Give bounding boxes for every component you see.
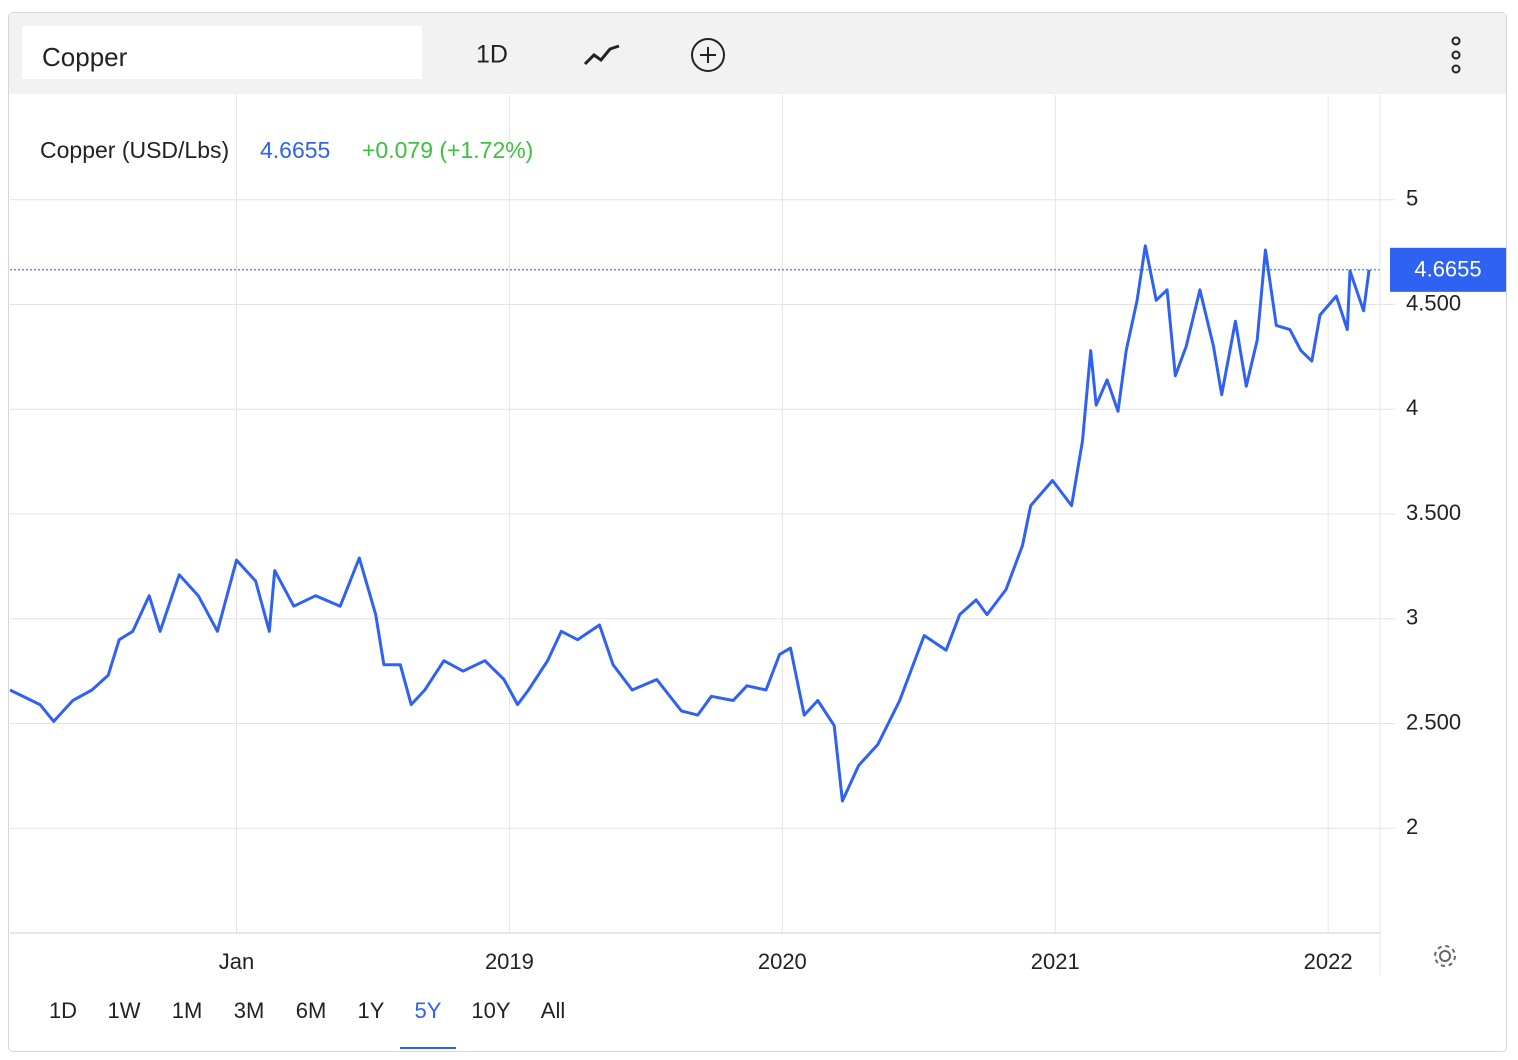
y-tick-label: 5 [1406,186,1418,211]
last-value: 4.6655 [260,137,330,163]
range-button[interactable]: 1Y [358,998,385,1023]
menu-icon[interactable] [1451,36,1461,74]
search-box[interactable] [22,26,422,79]
range-button[interactable]: 3M [234,998,265,1023]
x-tick-label: 2021 [1031,949,1080,974]
x-tick-label: 2022 [1304,949,1353,974]
last-price-badge [1390,247,1506,292]
range-button[interactable]: 1D [49,998,77,1023]
y-tick-label: 3 [1406,605,1418,630]
add-indicator-icon[interactable] [691,38,725,72]
search-text: Copper [42,42,128,72]
y-tick-label: 2 [1406,814,1418,839]
range-button[interactable]: 6M [296,998,327,1023]
range-button[interactable]: 10Y [471,998,510,1023]
change: +0.079 (+1.72%) [362,137,533,163]
x-tick-label: 2019 [485,949,534,974]
range-button[interactable]: All [541,998,565,1023]
price-line [9,244,1371,803]
interval-button[interactable]: 1D [476,41,508,69]
x-tick-label: Jan [219,949,254,974]
y-tick-label: 3.500 [1406,500,1461,525]
plot-area: 2 2.500 3 3.500 4 4.500 5 Jan 2019 2020 2021 2022 4.… [9,95,1506,974]
y-tick-label: 4 [1406,395,1418,420]
y-tick-label: 4.500 [1406,290,1461,315]
chart-title: Copper (USD/Lbs) [40,137,229,163]
widget-frame [8,12,1507,1052]
range-button[interactable]: 1M [172,998,203,1023]
range-selector: 1D 1W 1M 3M 6M 1Y 5Y 10Y All [49,998,565,1049]
range-button[interactable]: 5Y [415,998,442,1023]
chart-type-icon[interactable] [583,44,620,66]
add-indicator-plus [700,47,716,63]
x-tick-label: 2020 [758,949,807,974]
settings-icon[interactable] [1434,945,1456,967]
y-tick-label: 2.500 [1406,709,1461,734]
range-button[interactable]: 1W [108,998,141,1023]
last-price-label: 4.6655 [1414,257,1481,282]
